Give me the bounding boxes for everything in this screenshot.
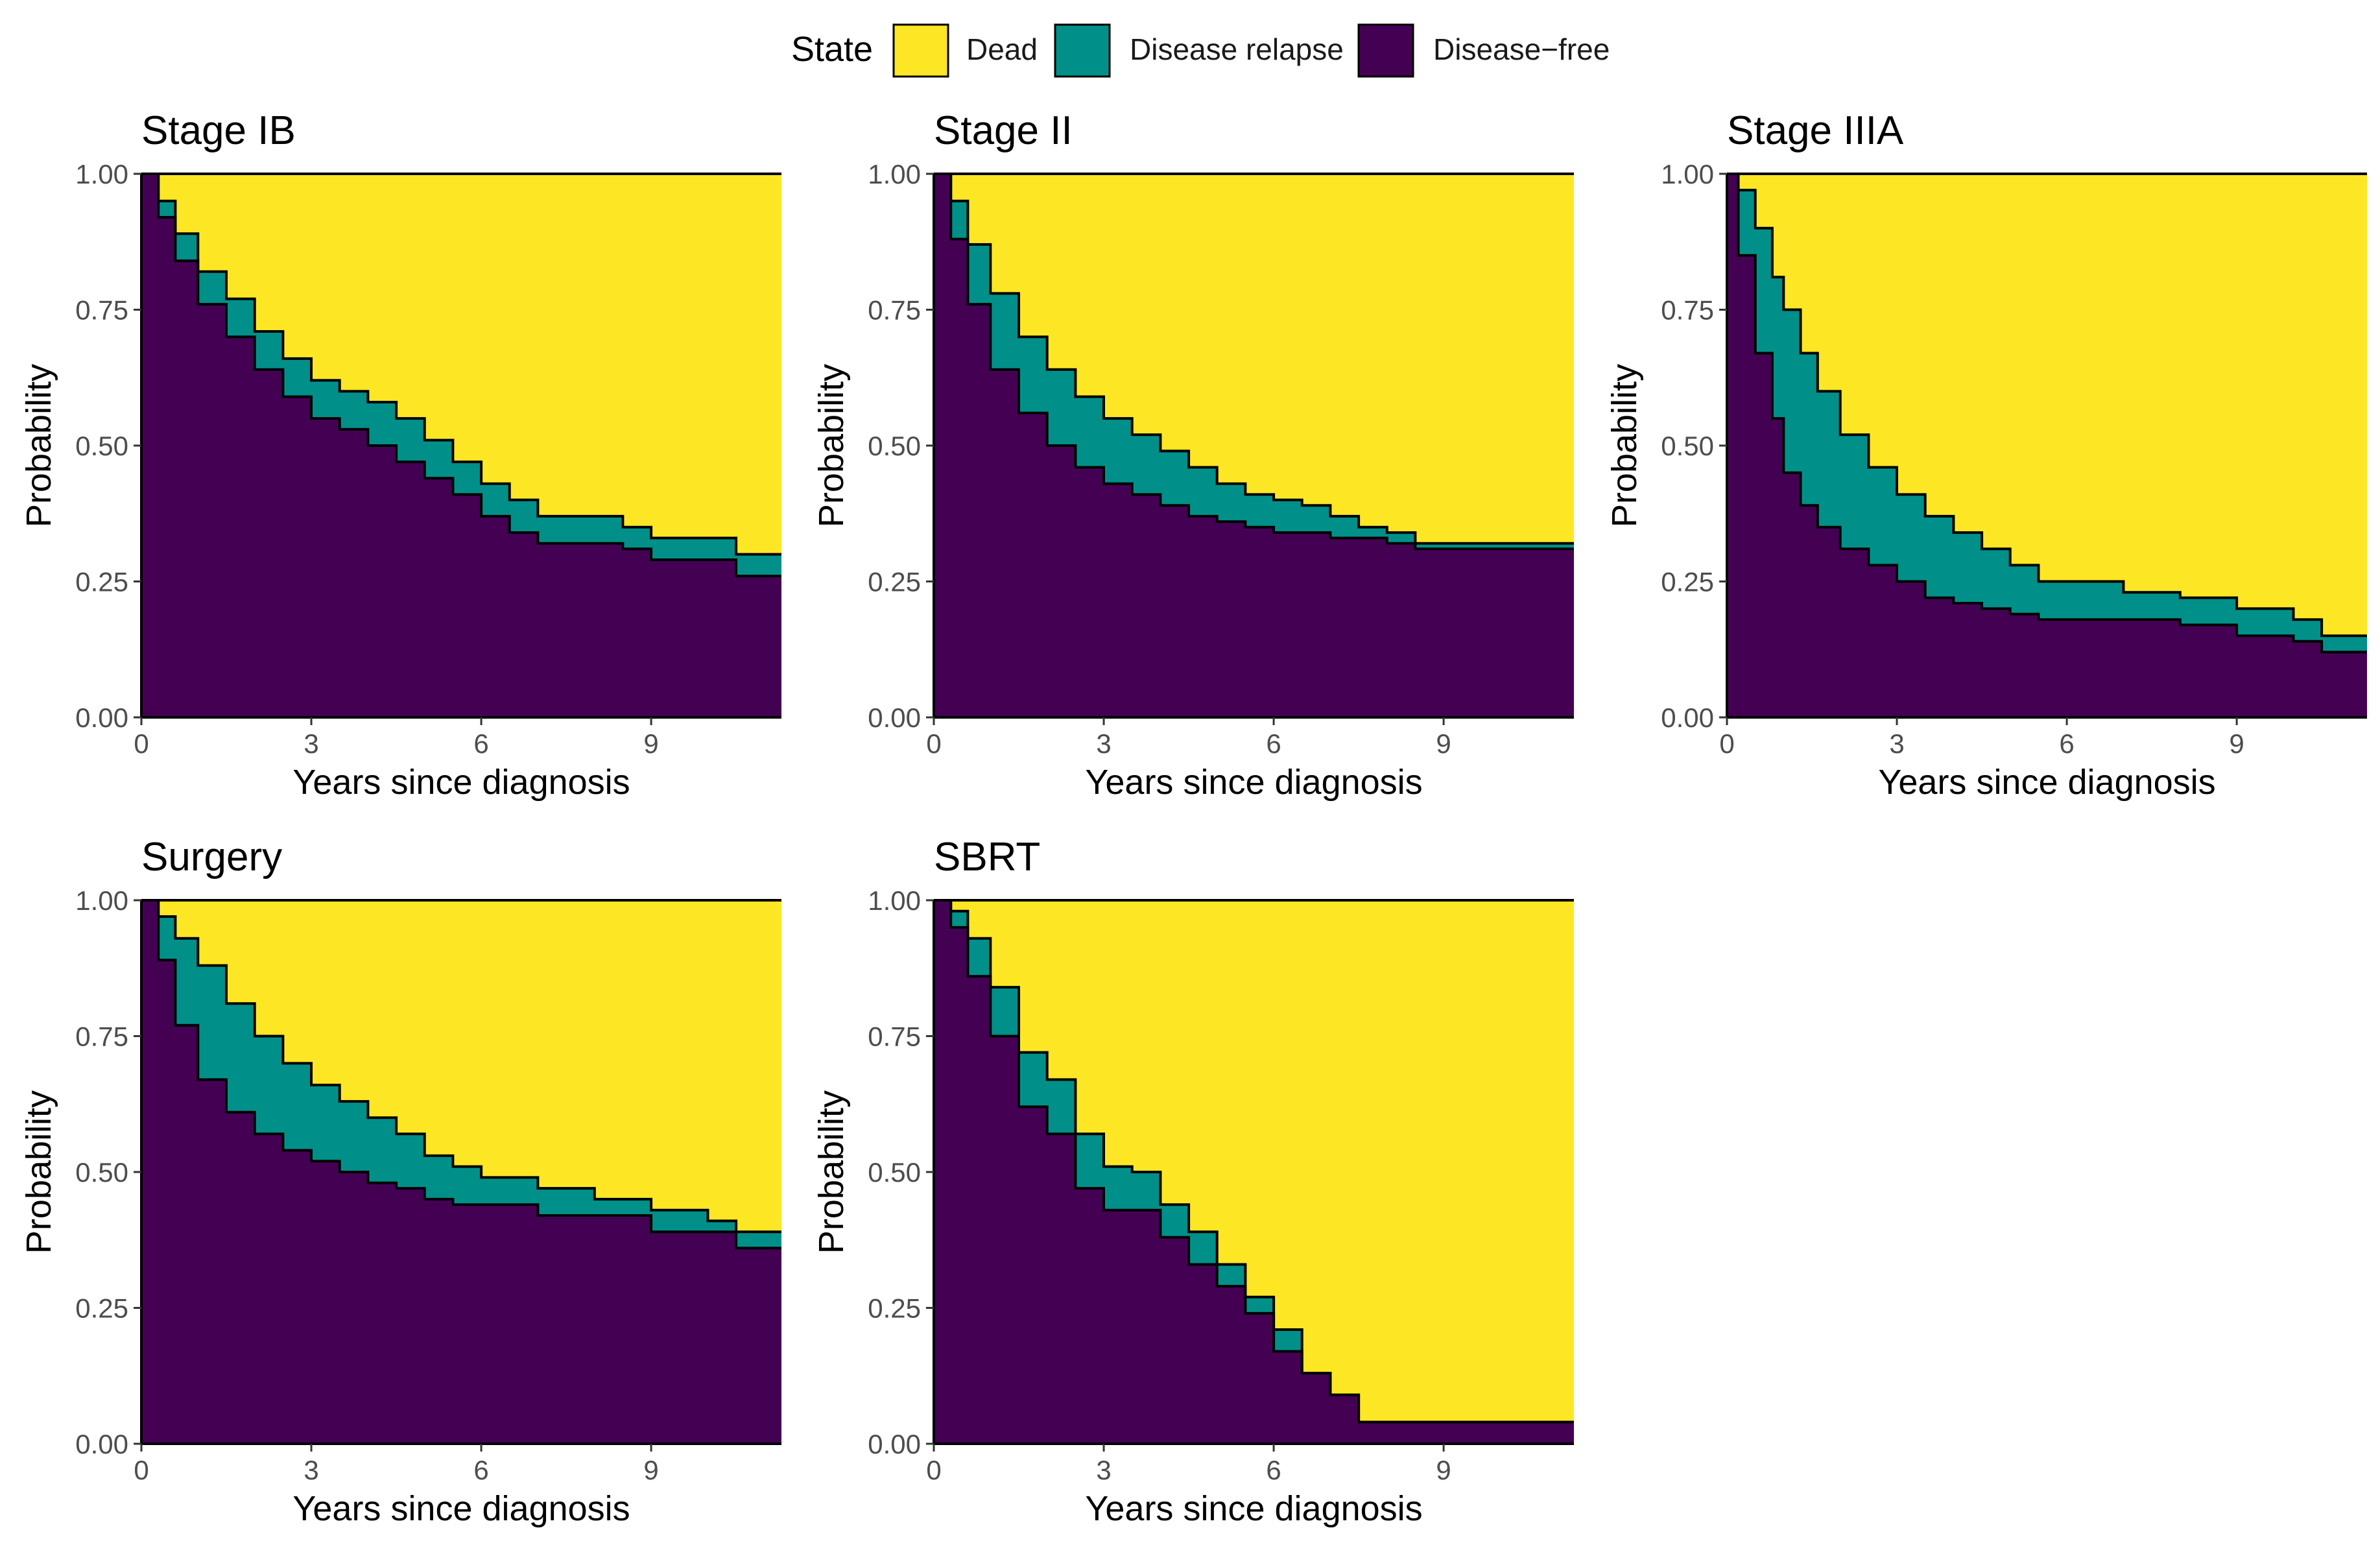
x-tick-label: 3 <box>303 1455 318 1485</box>
line-disease-relapse <box>1727 173 2367 638</box>
y-tick-label: 0.25 <box>75 567 128 597</box>
panel-3: 0.00 0.25 0.50 0.75 1.00 0 3 6 9 Stage IIIA Years … <box>1605 108 2367 802</box>
panel-5: 0.00 0.25 0.50 0.75 1.00 0 3 6 9 SBRT Years since … <box>812 835 1574 1528</box>
y-tick-label: 1.00 <box>1661 159 1714 189</box>
y-tick-label: 0.50 <box>75 431 128 461</box>
x-tick-label: 0 <box>1719 728 1734 759</box>
y-tick-label: 0.25 <box>868 1293 921 1324</box>
y-tick-label: 0.75 <box>868 295 921 326</box>
y-tick-label: 1.00 <box>868 885 921 916</box>
panel-1: 0.00 0.25 0.50 0.75 1.00 0 3 6 9 Stage IB Years si… <box>19 108 781 802</box>
line-disease-free <box>141 173 781 578</box>
y-tick-label: 1.00 <box>868 159 921 189</box>
x-tick-label: 9 <box>1436 728 1451 759</box>
y-tick-label: 0.75 <box>75 295 128 326</box>
area-disease-free <box>934 174 1574 717</box>
line-disease-free <box>1727 173 2367 654</box>
y-tick-label: 0.25 <box>868 567 921 597</box>
panel-2: 0.00 0.25 0.50 0.75 1.00 0 3 6 9 Stage II Years si… <box>812 108 1574 802</box>
panel-title: Stage IB <box>141 108 296 153</box>
line-disease-relapse <box>141 173 781 556</box>
x-tick-label: 9 <box>2229 728 2244 759</box>
legend-label-dead: Dead <box>966 32 1038 66</box>
x-tick-label: 3 <box>1889 728 1904 759</box>
x-tick-label: 3 <box>1096 728 1111 759</box>
y-tick-label: 0.25 <box>1661 567 1714 597</box>
x-axis-title: Years since diagnosis <box>292 763 630 802</box>
area-disease-free <box>934 900 1574 1444</box>
x-tick-label: 6 <box>1266 728 1281 759</box>
x-tick-label: 6 <box>1266 1455 1281 1485</box>
panel-title: Surgery <box>141 835 282 879</box>
y-axis-title: Probability <box>19 1090 58 1254</box>
y-tick-label: 0.00 <box>868 1429 921 1459</box>
x-tick-label: 9 <box>643 1455 658 1485</box>
x-tick-label: 6 <box>473 728 488 759</box>
x-axis-title: Years since diagnosis <box>1878 763 2215 802</box>
x-axis-title: Years since diagnosis <box>292 1489 630 1528</box>
x-axis-title: Years since diagnosis <box>1085 1489 1422 1528</box>
legend-swatch-disease-free <box>1357 23 1414 78</box>
y-tick-label: 0.00 <box>1661 702 1714 733</box>
y-tick-label: 0.50 <box>75 1157 128 1188</box>
line-disease-free <box>141 899 781 1250</box>
panel-4: 0.00 0.25 0.50 0.75 1.00 0 3 6 9 Surgery Years sin… <box>19 835 781 1528</box>
x-tick-label: 0 <box>134 1455 149 1485</box>
area-disease-free <box>141 900 781 1444</box>
x-tick-label: 6 <box>2059 728 2074 759</box>
legend-label-disease-relapse: Disease relapse <box>1130 32 1344 66</box>
x-tick-label: 9 <box>643 728 658 759</box>
y-tick-label: 0.00 <box>75 1429 128 1459</box>
x-tick-label: 3 <box>1096 1455 1111 1485</box>
y-axis-title: Probability <box>812 1090 851 1254</box>
panel-title: Stage IIIA <box>1727 108 1904 153</box>
y-tick-label: 0.25 <box>75 1293 128 1324</box>
area-disease-free <box>141 174 781 717</box>
panel-title: Stage II <box>934 108 1073 153</box>
x-axis-title: Years since diagnosis <box>1085 763 1422 802</box>
x-tick-label: 0 <box>926 728 941 759</box>
line-disease-free <box>934 173 1574 551</box>
y-axis-title: Probability <box>19 364 58 527</box>
line-disease-relapse <box>141 899 781 1234</box>
legend-label-disease-free: Disease−free <box>1433 32 1610 66</box>
x-tick-label: 9 <box>1436 1455 1451 1485</box>
y-tick-label: 0.75 <box>75 1022 128 1052</box>
y-tick-label: 0.75 <box>1661 295 1714 326</box>
y-tick-label: 0.75 <box>868 1022 921 1052</box>
panels: 0.00 0.25 0.50 0.75 1.00 0 3 6 9 Stage IB Years si… <box>19 108 2367 1528</box>
y-tick-label: 1.00 <box>75 159 128 189</box>
line-disease-relapse <box>934 173 1574 545</box>
y-tick-label: 0.50 <box>868 431 921 461</box>
legend-title: State <box>791 30 873 69</box>
x-tick-label: 0 <box>134 728 149 759</box>
legend-swatch-dead <box>892 23 949 78</box>
y-tick-label: 0.50 <box>868 1157 921 1188</box>
line-disease-free <box>934 899 1574 1424</box>
y-tick-label: 0.00 <box>868 702 921 733</box>
legend-swatch-disease-relapse <box>1054 23 1111 78</box>
y-tick-label: 0.00 <box>75 702 128 733</box>
x-tick-label: 6 <box>473 1455 488 1485</box>
y-tick-label: 0.50 <box>1661 431 1714 461</box>
x-tick-label: 0 <box>926 1455 941 1485</box>
y-axis-title: Probability <box>1605 364 1644 527</box>
y-tick-label: 1.00 <box>75 885 128 916</box>
area-disease-free <box>1727 174 2367 717</box>
legend: State Dead Disease relapse Disease−free <box>791 23 1610 78</box>
x-tick-label: 3 <box>303 728 318 759</box>
panel-title: SBRT <box>934 835 1040 879</box>
y-axis-title: Probability <box>812 364 851 527</box>
